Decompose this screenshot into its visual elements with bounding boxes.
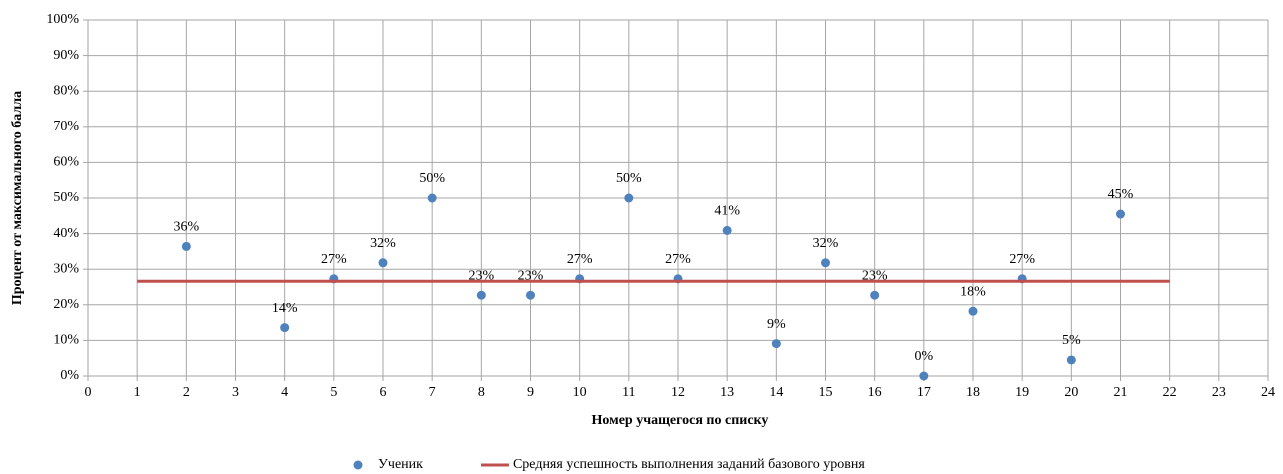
x-tick-label: 3: [232, 385, 239, 400]
x-tick-label: 20: [1064, 385, 1078, 400]
x-tick-label: 12: [671, 385, 685, 400]
data-label: 27%: [1009, 252, 1035, 267]
data-label: 27%: [665, 252, 691, 267]
point: [476, 290, 486, 300]
x-tick-label: 0: [85, 385, 92, 400]
legend-marker: [353, 460, 363, 470]
x-tick-label: 10: [573, 385, 587, 400]
data-label: 23%: [468, 268, 494, 283]
x-tick-label: 16: [868, 385, 882, 400]
data-label: 27%: [567, 252, 593, 267]
x-tick-label: 17: [917, 385, 931, 400]
data-label: 50%: [616, 171, 642, 186]
data-label: 50%: [419, 171, 445, 186]
point: [870, 290, 880, 300]
data-label: 41%: [714, 204, 740, 219]
x-tick-label: 13: [720, 385, 734, 400]
point: [821, 258, 830, 268]
y-tick-label: 10%: [53, 333, 79, 348]
legend-label: Средняя успешность выполнения заданий ба…: [513, 457, 865, 472]
data-label: 0%: [914, 349, 933, 364]
x-tick-label: 6: [380, 385, 387, 400]
y-tick-label: 40%: [53, 226, 79, 241]
x-tick-label: 11: [622, 385, 635, 400]
x-tick-label: 8: [478, 385, 485, 400]
point: [427, 193, 437, 203]
data-label: 27%: [321, 252, 347, 267]
data-label: 32%: [370, 236, 396, 251]
y-tick-label: 90%: [53, 48, 79, 63]
point: [624, 193, 634, 203]
point: [526, 290, 535, 300]
data-label: 14%: [272, 301, 298, 316]
y-axis-title: Процент от максимального балла: [10, 91, 25, 305]
x-tick-label: 4: [281, 385, 288, 400]
data-label: 32%: [813, 236, 839, 251]
x-tick-label: 19: [1015, 385, 1029, 400]
y-tick-label: 80%: [53, 83, 79, 98]
legend-label: Ученик: [378, 457, 423, 472]
x-tick-label: 9: [527, 385, 534, 400]
y-tick-label: 30%: [53, 261, 79, 276]
point: [722, 225, 732, 235]
x-tick-label: 14: [769, 385, 783, 400]
point: [919, 371, 929, 381]
data-label: 23%: [518, 268, 544, 283]
data-label: 9%: [767, 317, 786, 332]
y-tick-label: 50%: [53, 190, 79, 205]
x-tick-label: 15: [819, 385, 833, 400]
x-tick-label: 1: [134, 385, 141, 400]
point: [181, 241, 191, 251]
point: [771, 339, 781, 349]
y-tick-label: 100%: [46, 12, 79, 27]
data-label: 36%: [173, 220, 199, 235]
y-tick-label: 70%: [53, 119, 79, 134]
x-tick-label: 24: [1261, 385, 1275, 400]
data-label: 18%: [960, 284, 986, 299]
point: [378, 258, 388, 268]
x-tick-label: 21: [1114, 385, 1128, 400]
x-tick-label: 2: [183, 385, 190, 400]
x-tick-label: 7: [429, 385, 436, 400]
point: [1066, 355, 1076, 365]
data-label: 23%: [862, 268, 888, 283]
point: [968, 306, 978, 316]
x-tick-label: 22: [1163, 385, 1177, 400]
y-tick-label: 20%: [53, 297, 79, 312]
point: [280, 323, 290, 333]
x-tick-label: 18: [966, 385, 980, 400]
x-tick-label: 23: [1212, 385, 1226, 400]
data-label: 5%: [1062, 333, 1081, 348]
y-tick-label: 60%: [53, 155, 79, 170]
point: [1116, 209, 1125, 219]
x-tick-label: 5: [330, 385, 337, 400]
x-axis-title: Номер учащегося по списку: [592, 413, 769, 428]
y-tick-label: 0%: [60, 368, 79, 383]
data-label: 45%: [1108, 187, 1134, 202]
